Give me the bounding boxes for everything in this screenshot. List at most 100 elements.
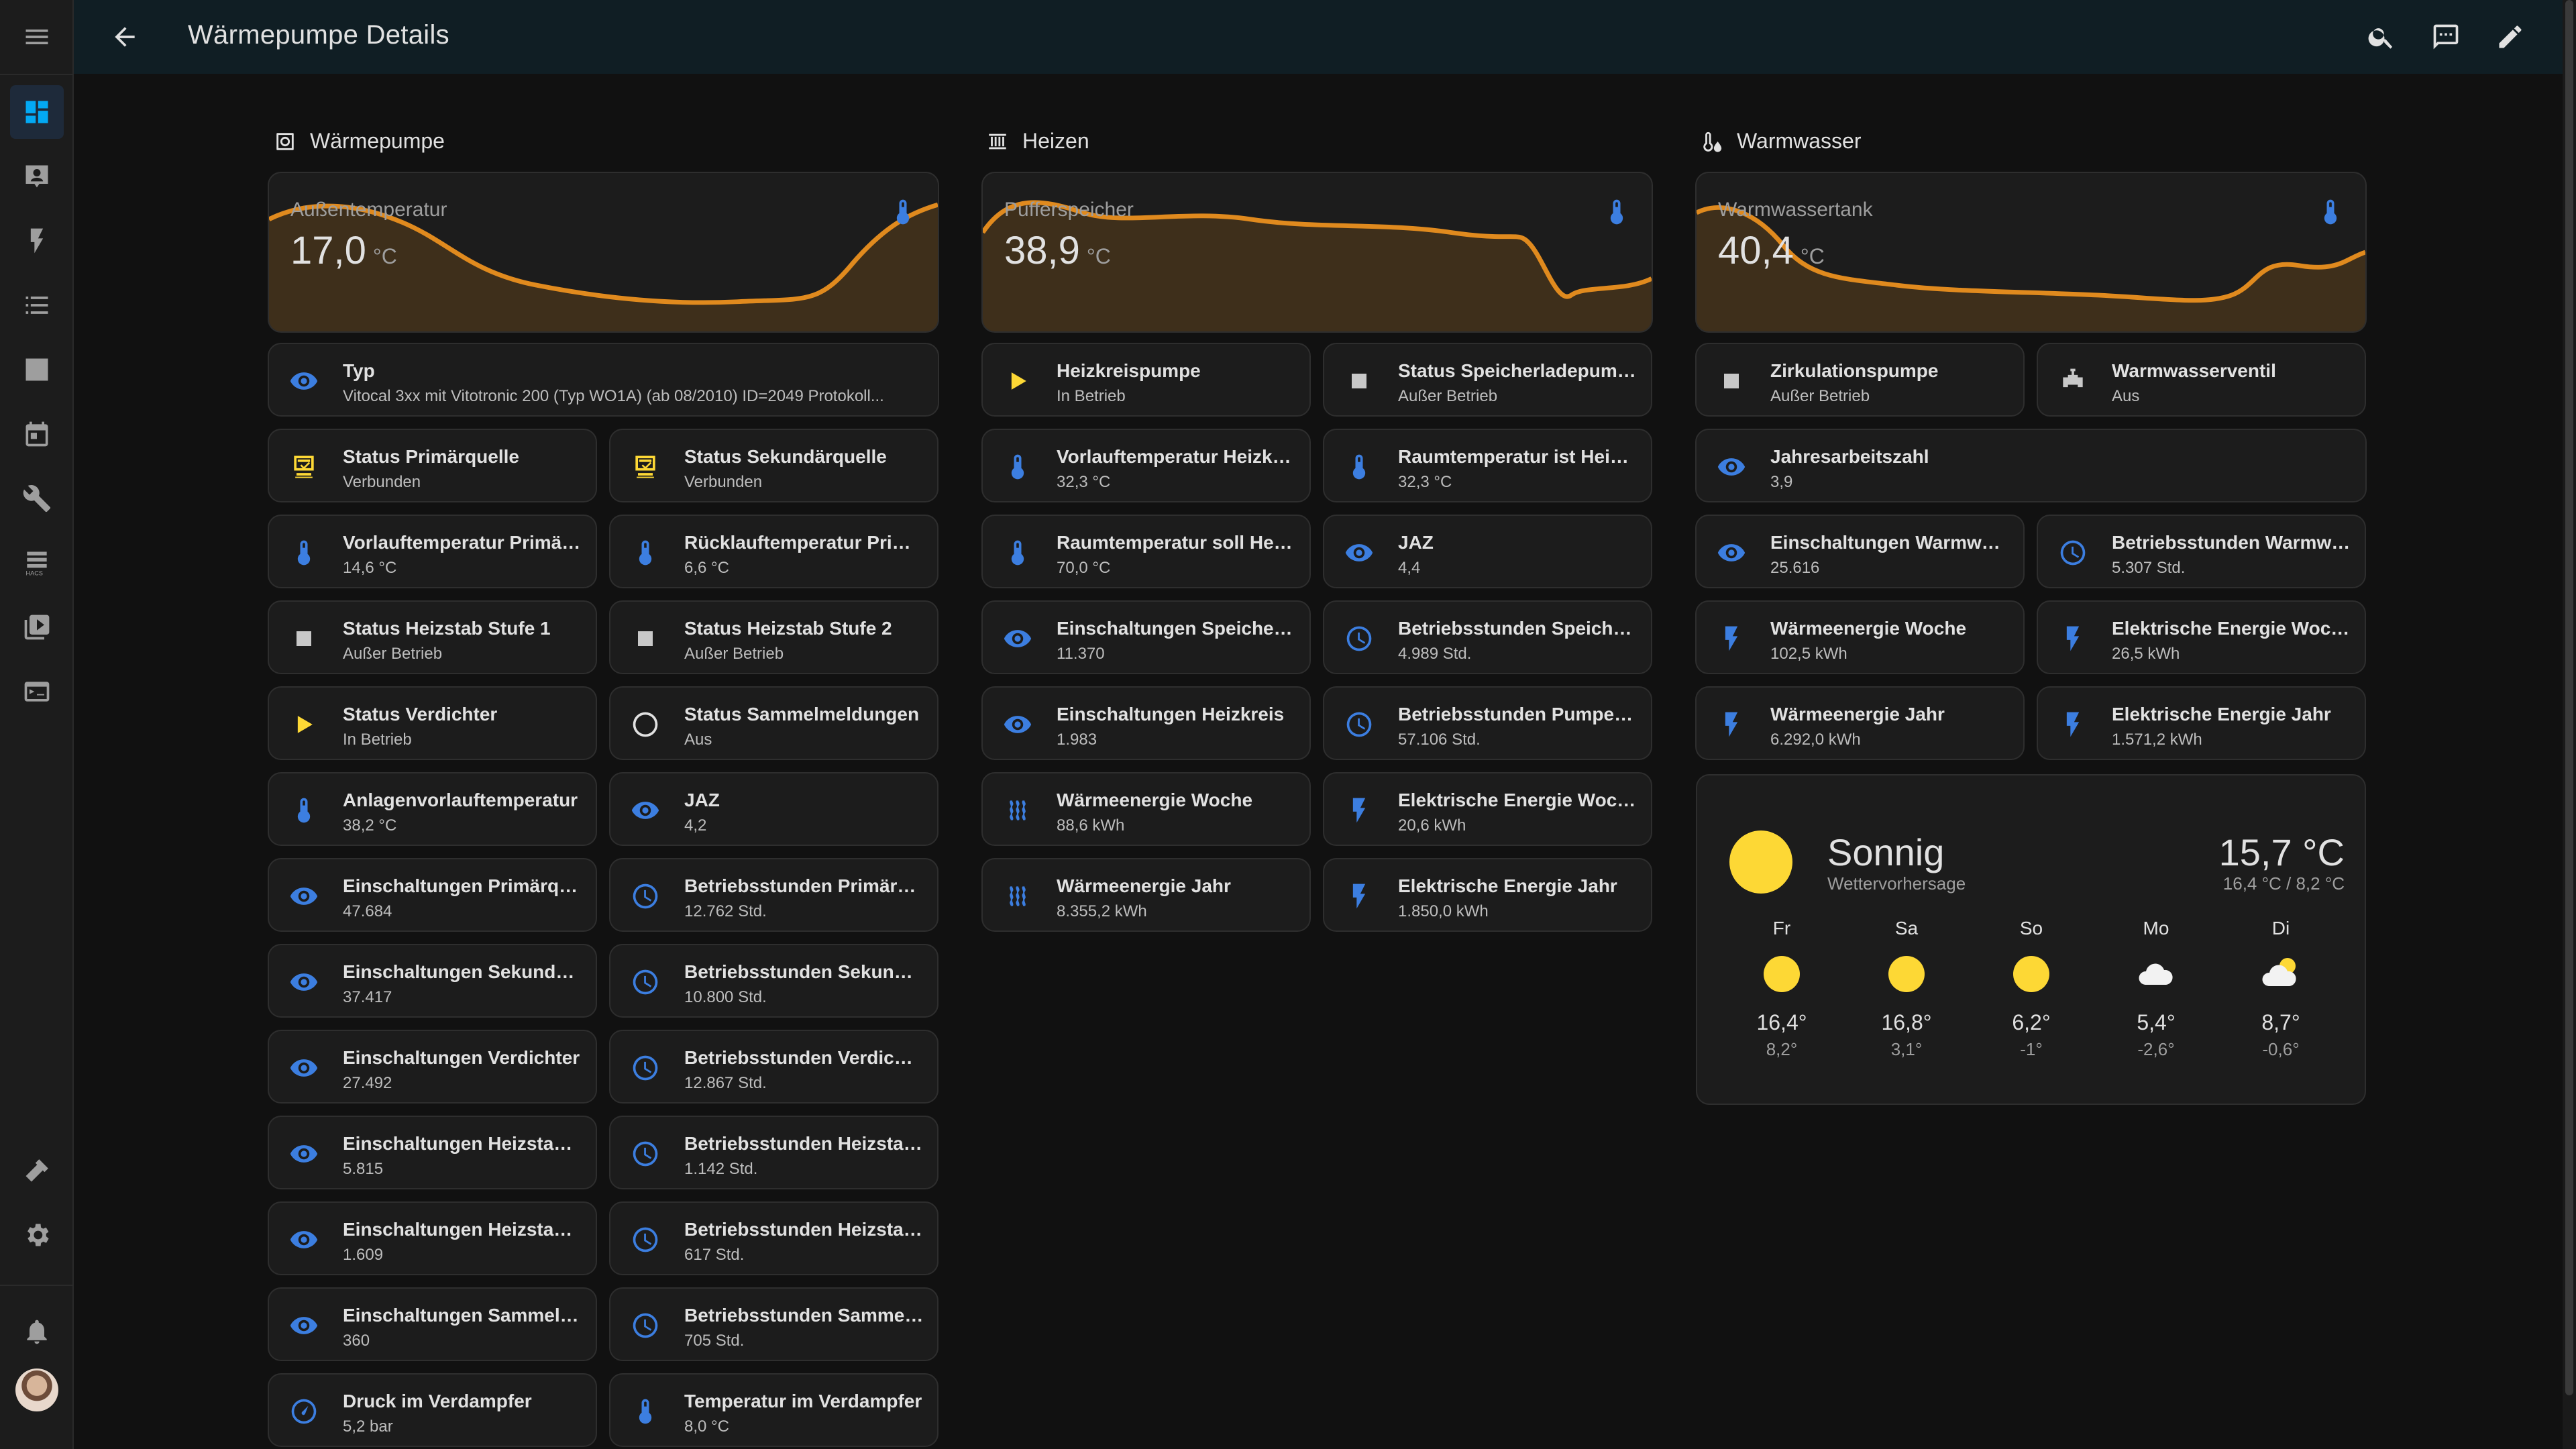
entity-tile[interactable]: Einschaltungen Speicherla... 11.370 bbox=[981, 600, 1311, 674]
media-icon[interactable] bbox=[10, 600, 64, 654]
tile-state: 26,5 kWh bbox=[2112, 645, 2180, 663]
avatar[interactable] bbox=[15, 1368, 58, 1411]
entity-tile[interactable]: Jahresarbeitszahl 3,9 bbox=[1695, 429, 2367, 502]
search-icon[interactable] bbox=[2363, 18, 2400, 56]
entity-tile[interactable]: Betriebsstunden Pumpe H... 57.106 Std. bbox=[1323, 686, 1652, 760]
entity-tile[interactable]: Betriebsstunden Heizstab ... 617 Std. bbox=[609, 1201, 938, 1275]
tile-name: JAZ bbox=[684, 790, 720, 810]
top-app-bar: Wärmepumpe Details bbox=[74, 0, 2563, 74]
tile-state: 14,6 °C bbox=[343, 559, 397, 577]
forecast-low: -1° bbox=[2020, 1039, 2043, 1059]
energy-icon[interactable] bbox=[10, 214, 64, 268]
tile-state: 8,0 °C bbox=[684, 1417, 729, 1436]
sunny-icon bbox=[1729, 830, 1792, 894]
tile-state: 57.106 Std. bbox=[1398, 731, 1481, 749]
tile-name: Elektrische Energie Woche bbox=[2112, 618, 2351, 639]
tile-state: 37.417 bbox=[343, 988, 392, 1006]
clock-icon bbox=[629, 1224, 661, 1256]
developer-tools-icon[interactable] bbox=[10, 1144, 64, 1197]
notifications-icon[interactable] bbox=[10, 1305, 64, 1358]
entity-tile[interactable]: JAZ 4,2 bbox=[609, 772, 938, 846]
entity-tile[interactable]: Elektrische Energie Jahr 1.850,0 kWh bbox=[1323, 858, 1652, 932]
entity-tile[interactable]: Einschaltungen Heizstab S... 1.609 bbox=[268, 1201, 597, 1275]
scrollbar[interactable] bbox=[2563, 0, 2576, 1449]
edit-pencil-icon[interactable] bbox=[2491, 18, 2529, 56]
tile-name: Betriebsstunden Warmwa... bbox=[2112, 532, 2351, 553]
sensor-card-warmwassertank[interactable]: Warmwassertank 40,4 °C bbox=[1695, 172, 2367, 333]
entity-tile[interactable]: Raumtemperatur ist Heizk... 32,3 °C bbox=[1323, 429, 1652, 502]
entity-tile[interactable]: Heizkreispumpe In Betrieb bbox=[981, 343, 1311, 417]
history-chart-icon[interactable] bbox=[10, 343, 64, 396]
entity-tile[interactable]: Rücklauftemperatur Primä... 6,6 °C bbox=[609, 515, 938, 588]
svg-text:HACS: HACS bbox=[26, 570, 43, 576]
entity-tile[interactable]: Betriebsstunden Sammel... 705 Std. bbox=[609, 1287, 938, 1361]
sensor-card-pufferspeicher[interactable]: Pufferspeicher 38,9 °C bbox=[981, 172, 1653, 333]
entity-tile[interactable]: Status Sammelmeldungen Aus bbox=[609, 686, 938, 760]
entity-tile[interactable]: Elektrische Energie Woche 26,5 kWh bbox=[2037, 600, 2366, 674]
scrollbar-thumb[interactable] bbox=[2565, 0, 2573, 1395]
entity-tile[interactable]: Betriebsstunden Heizstab ... 1.142 Std. bbox=[609, 1116, 938, 1189]
entity-tile[interactable]: Zirkulationspumpe Außer Betrieb bbox=[1695, 343, 2025, 417]
tile-name: Raumtemperatur ist Heizk... bbox=[1398, 446, 1638, 467]
entity-tile[interactable]: Wärmeenergie Woche 102,5 kWh bbox=[1695, 600, 2025, 674]
entity-tile[interactable]: Warmwasserventil Aus bbox=[2037, 343, 2366, 417]
entity-tile[interactable]: Raumtemperatur soll Heiz... 70,0 °C bbox=[981, 515, 1311, 588]
hacs-icon[interactable]: HACS bbox=[10, 536, 64, 590]
person-dashboard-icon[interactable] bbox=[10, 150, 64, 203]
entity-tile[interactable]: JAZ 4,4 bbox=[1323, 515, 1652, 588]
cloudy-icon bbox=[2136, 954, 2176, 994]
weather-subtitle: Wettervorhersage bbox=[1827, 873, 1966, 894]
entity-tile[interactable]: Wärmeenergie Jahr 8.355,2 kWh bbox=[981, 858, 1311, 932]
entity-tile[interactable]: Betriebsstunden Primärqu... 12.762 Std. bbox=[609, 858, 938, 932]
tile-state: 6.292,0 kWh bbox=[1770, 731, 1861, 749]
entity-tile[interactable]: Einschaltungen Sammelm... 360 bbox=[268, 1287, 597, 1361]
menu-icon[interactable] bbox=[10, 10, 64, 64]
weather-forecast-card[interactable]: Sonnig Wettervorhersage 15,7 °C 16,4 °C … bbox=[1696, 774, 2366, 1105]
section-title: Heizen bbox=[1022, 129, 1089, 153]
back-arrow-icon[interactable] bbox=[106, 18, 144, 56]
entity-tile[interactable]: Elektrische Energie Woche 20,6 kWh bbox=[1323, 772, 1652, 846]
entity-tile[interactable]: Status Heizstab Stufe 2 Außer Betrieb bbox=[609, 600, 938, 674]
entity-tile[interactable]: Einschaltungen Sekundärq... 37.417 bbox=[268, 944, 597, 1018]
entity-tile[interactable]: Wärmeenergie Woche 88,6 kWh bbox=[981, 772, 1311, 846]
entity-tile[interactable]: Status Sekundärquelle Verbunden bbox=[609, 429, 938, 502]
entity-tile[interactable]: Betriebsstunden Sekundär... 10.800 Std. bbox=[609, 944, 938, 1018]
settings-icon[interactable] bbox=[10, 1208, 64, 1262]
entity-tile[interactable]: Betriebsstunden Warmwa... 5.307 Std. bbox=[2037, 515, 2366, 588]
entity-tile[interactable]: Einschaltungen Heizstab S... 5.815 bbox=[268, 1116, 597, 1189]
entity-tile[interactable]: Einschaltungen Verdichter 27.492 bbox=[268, 1030, 597, 1104]
entity-tile[interactable]: Anlagenvorlauftemperatur 38,2 °C bbox=[268, 772, 597, 846]
entity-tile[interactable]: Status Verdichter In Betrieb bbox=[268, 686, 597, 760]
entity-tile[interactable]: Elektrische Energie Jahr 1.571,2 kWh bbox=[2037, 686, 2366, 760]
entity-tile[interactable]: Status Heizstab Stufe 1 Außer Betrieb bbox=[268, 600, 597, 674]
forecast-high: 6,2° bbox=[2012, 1010, 2051, 1034]
entity-tile[interactable]: Einschaltungen Warmwas... 25.616 bbox=[1695, 515, 2025, 588]
logbook-icon[interactable] bbox=[10, 278, 64, 332]
entity-tile[interactable]: Betriebsstunden Speicherl... 4.989 Std. bbox=[1323, 600, 1652, 674]
terminal-icon[interactable] bbox=[10, 665, 64, 718]
entity-tile[interactable]: Betriebsstunden Verdichter 12.867 Std. bbox=[609, 1030, 938, 1104]
tile-state: 12.762 Std. bbox=[684, 902, 767, 920]
forecast-day-label: Fr bbox=[1772, 918, 1791, 938]
entity-tile[interactable]: Vorlauftemperatur Primär... 14,6 °C bbox=[268, 515, 597, 588]
sensor-card-aussentemperatur[interactable]: Außentemperatur 17,0 °C bbox=[268, 172, 939, 333]
entity-tile[interactable]: Status Speicherladepumpe Außer Betrieb bbox=[1323, 343, 1652, 417]
overview-icon[interactable] bbox=[10, 85, 64, 139]
entity-tile[interactable]: Typ Vitocal 3xx mit Vitotronic 200 (Typ W… bbox=[268, 343, 939, 417]
tile-name: Anlagenvorlauftemperatur bbox=[343, 790, 578, 810]
entity-tile[interactable]: Druck im Verdampfer 5,2 bar bbox=[268, 1373, 597, 1447]
entity-tile[interactable]: Temperatur im Verdampfer 8,0 °C bbox=[609, 1373, 938, 1447]
forecast-day: So 6,2° -1° bbox=[1981, 918, 2082, 1060]
forecast-day-label: Sa bbox=[1894, 918, 1919, 938]
entity-tile[interactable]: Wärmeenergie Jahr 6.292,0 kWh bbox=[1695, 686, 2025, 760]
tile-state: Verbunden bbox=[343, 473, 421, 491]
entity-tile[interactable]: Einschaltungen Primärque... 47.684 bbox=[268, 858, 597, 932]
calendar-icon[interactable] bbox=[10, 407, 64, 461]
entity-tile[interactable]: Status Primärquelle Verbunden bbox=[268, 429, 597, 502]
assist-icon[interactable] bbox=[2427, 18, 2465, 56]
eye-icon bbox=[288, 365, 320, 397]
entity-tile[interactable]: Vorlauftemperatur Heizkreis 32,3 °C bbox=[981, 429, 1311, 502]
wrench-icon[interactable] bbox=[10, 472, 64, 525]
entity-tile[interactable]: Einschaltungen Heizkreis 1.983 bbox=[981, 686, 1311, 760]
tile-state: In Betrieb bbox=[343, 731, 412, 749]
